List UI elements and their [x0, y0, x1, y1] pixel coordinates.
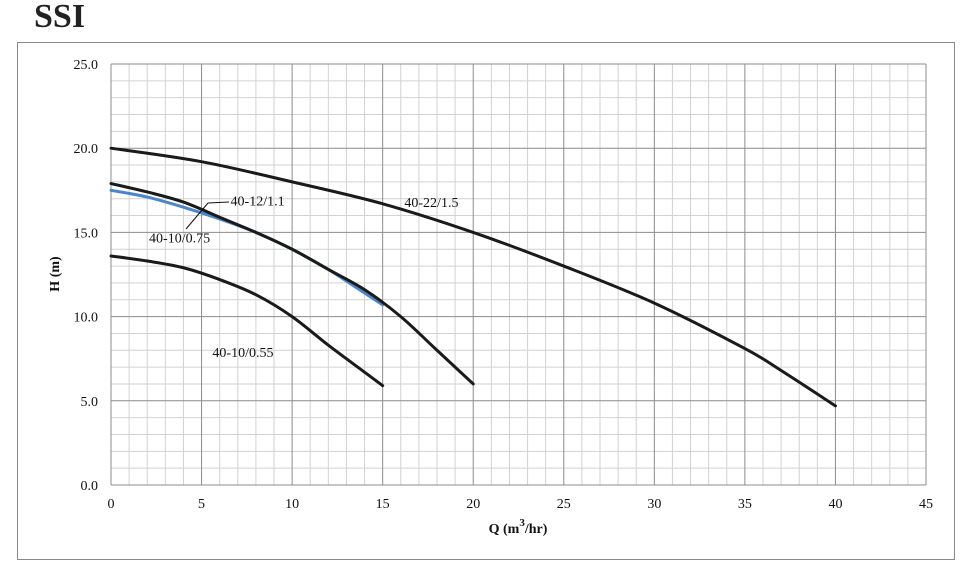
curve-label-40-10-0-75: 40-10/0.75	[149, 232, 210, 247]
curve-label-40-22-1-5: 40-22/1.5	[404, 196, 458, 211]
x-axis-title: Q (m3/hr)	[489, 517, 548, 537]
x-tick-label: 35	[738, 497, 752, 512]
y-tick-label: 25.0	[74, 58, 99, 73]
y-tick-label: 5.0	[81, 395, 99, 410]
y-tick-label: 0.0	[81, 479, 99, 494]
y-tick-label: 10.0	[74, 311, 99, 326]
label-leader-40-12-diag	[185, 202, 209, 230]
y-axis-title: H (m)	[48, 256, 63, 292]
minor-grid	[111, 64, 926, 485]
y-tick-labels: 0.0 5.0 10.0 15.0 20.0 25.0	[74, 58, 99, 494]
x-axis-title-tail: /hr)	[524, 522, 548, 537]
y-tick-label: 15.0	[74, 226, 99, 241]
x-tick-label: 15	[376, 497, 390, 512]
x-tick-label: 5	[198, 497, 205, 512]
curve-label-40-10-0-55: 40-10/0.55	[212, 346, 273, 361]
x-axis-title-sup: 3	[519, 517, 525, 529]
label-leader-40-12	[207, 201, 230, 204]
x-tick-label: 10	[285, 497, 299, 512]
brand-title: SSI	[34, 0, 86, 35]
x-axis-title-main: Q (m	[489, 522, 520, 537]
x-tick-labels: 0 5 10 15 20 25 30 35 40 45	[108, 497, 934, 512]
major-grid	[110, 63, 927, 486]
x-tick-label: 40	[828, 497, 842, 512]
x-tick-label: 20	[466, 497, 480, 512]
curve-labels: 40-22/1.5 40-12/1.1 40-10/0.75 40-10/0.55	[149, 194, 458, 361]
y-tick-label: 20.0	[74, 142, 99, 157]
chart-frame	[17, 42, 955, 560]
curve-40-12-1-1	[109, 182, 475, 386]
x-tick-label: 25	[557, 497, 571, 512]
curve-40-10-0-55	[109, 254, 385, 388]
x-tick-label: 30	[647, 497, 661, 512]
curve-40-22-1-5	[109, 146, 837, 408]
x-tick-label: 45	[919, 497, 933, 512]
curve-label-40-12-1-1: 40-12/1.1	[231, 194, 285, 209]
x-tick-label: 0	[108, 497, 115, 512]
curve-series	[109, 146, 837, 408]
